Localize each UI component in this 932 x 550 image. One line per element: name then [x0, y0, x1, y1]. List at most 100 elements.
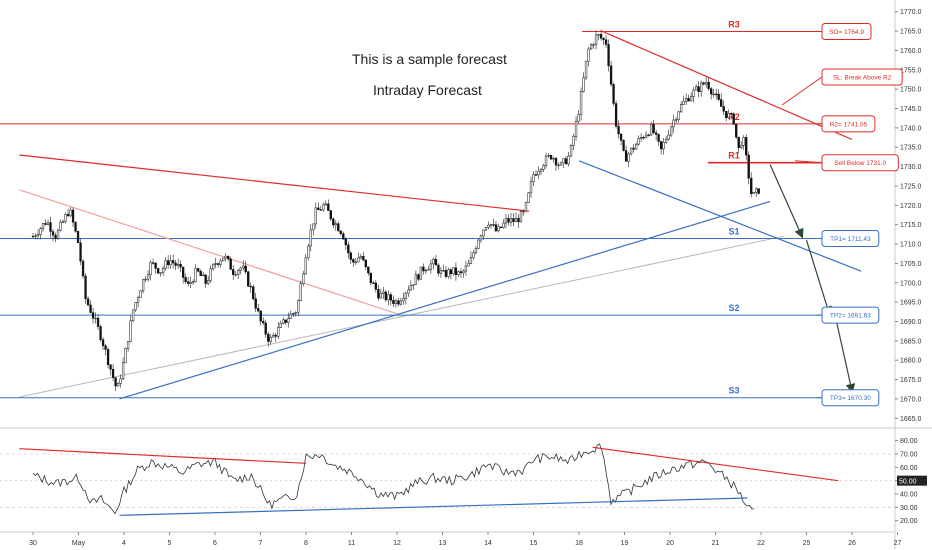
candle [81, 260, 85, 277]
candle [154, 262, 157, 269]
candle [735, 123, 738, 138]
candle [222, 257, 225, 262]
candle [602, 37, 605, 41]
candle [644, 134, 648, 138]
candle [66, 214, 70, 217]
candle [104, 345, 107, 350]
callout-box [821, 230, 880, 248]
candle [574, 120, 578, 137]
candle [464, 265, 468, 272]
x-tick-label: 5 [168, 540, 172, 547]
candle [209, 268, 212, 281]
candle [622, 140, 625, 151]
callout-pointer [781, 76, 823, 106]
candle [349, 252, 352, 260]
candle [479, 235, 483, 241]
candle [732, 113, 735, 125]
candle [534, 174, 538, 176]
candle [484, 227, 488, 231]
candle [497, 226, 500, 232]
x-tick-label: 4 [122, 540, 126, 547]
candle [234, 274, 237, 276]
x-tick-label: 21 [712, 540, 720, 547]
candle [597, 34, 600, 36]
candle [217, 263, 220, 265]
candle [212, 263, 215, 270]
forecast-arrow [805, 239, 832, 317]
candle [367, 266, 370, 274]
candle [284, 319, 287, 323]
candle [76, 231, 80, 244]
candle [39, 228, 42, 235]
candle [304, 257, 307, 275]
y-tick-label: 1735.0 [900, 145, 922, 152]
x-tick-label: 15 [530, 540, 538, 547]
candle [329, 210, 332, 220]
candle [687, 98, 690, 102]
candle [654, 132, 658, 135]
candle [474, 248, 478, 254]
candle [542, 165, 545, 170]
trendline [19, 154, 530, 212]
candle [69, 209, 72, 217]
candle [649, 123, 653, 136]
callout-label: R2= 1741.05 [830, 121, 868, 128]
y-tick-label: 1695.0 [900, 300, 922, 307]
candle [111, 368, 115, 378]
candle [59, 222, 62, 231]
candle [224, 255, 227, 259]
candle [34, 235, 37, 237]
x-tick-label: 19 [621, 540, 629, 547]
candle [149, 262, 152, 275]
candle [612, 84, 615, 104]
candle [277, 327, 280, 337]
candle [414, 274, 418, 285]
candle [239, 267, 242, 271]
candle [339, 230, 342, 234]
candle [439, 270, 443, 274]
candle [572, 136, 575, 146]
candle [279, 322, 282, 328]
candle [197, 268, 200, 272]
candle [417, 274, 420, 280]
y-tick-label: 1665.0 [900, 416, 922, 423]
candle [672, 119, 675, 128]
y-tick-label: 1700.0 [900, 280, 922, 287]
candle [74, 221, 77, 232]
candle [652, 123, 655, 134]
candle [249, 285, 252, 288]
candle [146, 274, 150, 280]
x-tick-label: 11 [348, 540, 355, 547]
candle [126, 341, 130, 349]
candle [529, 181, 533, 194]
candle [462, 270, 465, 274]
candle [169, 260, 172, 266]
candle [604, 39, 608, 45]
candle [61, 221, 65, 223]
candle [397, 300, 400, 305]
y-tick-label: 1675.0 [900, 377, 922, 384]
candle [334, 223, 337, 226]
candle [192, 281, 195, 283]
callout-label: TP3= 1670.30 [830, 395, 871, 402]
candle [582, 77, 585, 92]
candle [84, 275, 87, 300]
candle [354, 261, 357, 264]
candle [594, 34, 598, 45]
candle [459, 271, 463, 274]
y-tick-label: 1725.0 [900, 183, 922, 190]
candle [94, 317, 97, 320]
candle [599, 34, 603, 39]
candle [134, 302, 137, 311]
candle [176, 263, 180, 266]
candle [725, 110, 728, 118]
candle [116, 383, 120, 387]
candle [99, 326, 102, 340]
candle [662, 142, 665, 150]
candle [409, 285, 413, 291]
callout-label: SL: Break Above R2 [833, 75, 892, 82]
candle [151, 262, 155, 264]
rsi-y-tick-label: 40.00 [900, 492, 918, 499]
candle [627, 153, 630, 162]
